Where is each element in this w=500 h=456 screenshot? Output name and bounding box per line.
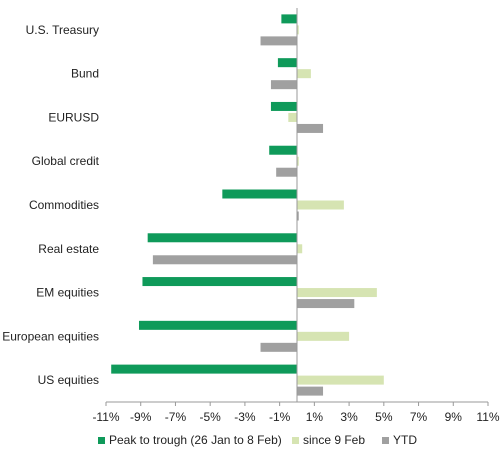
bar-ytd xyxy=(270,80,297,90)
bar-since-9-feb xyxy=(297,200,344,210)
bar-ytd xyxy=(297,211,299,221)
x-tick-label: -11% xyxy=(92,410,119,424)
x-tick-label: 3% xyxy=(340,410,358,424)
bar-since-9-feb xyxy=(297,244,303,254)
category-label: Global credit xyxy=(32,154,100,168)
category-label: EM equities xyxy=(36,286,99,300)
bars-group xyxy=(111,14,384,396)
x-tick-label: 5% xyxy=(375,410,393,424)
category-label: U.S. Treasury xyxy=(26,23,99,37)
bar-since-9-feb xyxy=(288,112,297,122)
bar-peak-to-trough-26-jan-to-8-feb xyxy=(147,233,297,243)
legend-swatch xyxy=(98,437,105,444)
bar-peak-to-trough-26-jan-to-8-feb xyxy=(270,101,297,111)
x-tick-label: -3% xyxy=(234,410,256,424)
x-tick-label: -9% xyxy=(130,410,152,424)
legend-label: since 9 Feb xyxy=(303,433,365,447)
bar-since-9-feb xyxy=(297,25,299,35)
x-tick-label: 1% xyxy=(306,410,324,424)
category-label: EURUSD xyxy=(48,110,99,124)
x-tick-label: -5% xyxy=(200,410,222,424)
category-label: European equities xyxy=(2,329,99,343)
legend-label: Peak to trough (26 Jan to 8 Feb) xyxy=(109,433,282,447)
category-label: Bund xyxy=(71,67,99,81)
legend: Peak to trough (26 Jan to 8 Feb) since 9 … xyxy=(98,433,417,447)
bar-ytd xyxy=(276,167,297,177)
bar-since-9-feb xyxy=(297,331,350,341)
x-tick-label: 11% xyxy=(476,410,499,424)
bar-ytd xyxy=(297,386,324,396)
bar-peak-to-trough-26-jan-to-8-feb xyxy=(277,58,297,68)
legend-swatch xyxy=(382,437,389,444)
category-labels: U.S. Treasury Bund EURUSD Global credit Comm… xyxy=(2,23,99,387)
legend-swatch xyxy=(292,437,299,444)
bar-since-9-feb xyxy=(297,375,384,385)
bar-since-9-feb xyxy=(297,156,299,166)
bar-peak-to-trough-26-jan-to-8-feb xyxy=(222,189,297,199)
bar-since-9-feb xyxy=(297,288,377,298)
bar-ytd xyxy=(297,123,324,133)
bar-ytd xyxy=(152,255,297,265)
x-axis-ticks: -11% -9% -7% -5% -3% -1% 1% 3% 5% 7% 9% 11% xyxy=(92,402,500,424)
bar-peak-to-trough-26-jan-to-8-feb xyxy=(269,145,297,155)
category-label: Commodities xyxy=(29,198,99,212)
x-tick-label: -7% xyxy=(165,410,187,424)
bar-ytd xyxy=(260,36,297,46)
bar-since-9-feb xyxy=(297,69,311,79)
bar-peak-to-trough-26-jan-to-8-feb xyxy=(138,320,297,330)
legend-label: YTD xyxy=(393,433,417,447)
x-tick-label: -1% xyxy=(269,410,291,424)
bar-peak-to-trough-26-jan-to-8-feb xyxy=(111,364,297,374)
bar-peak-to-trough-26-jan-to-8-feb xyxy=(281,14,297,24)
bar-peak-to-trough-26-jan-to-8-feb xyxy=(142,277,297,287)
x-tick-label: 9% xyxy=(445,410,463,424)
category-label: US equities xyxy=(38,373,99,387)
category-label: Real estate xyxy=(38,242,99,256)
bar-ytd xyxy=(260,342,297,352)
bar-ytd xyxy=(297,299,355,309)
x-tick-label: 7% xyxy=(410,410,428,424)
